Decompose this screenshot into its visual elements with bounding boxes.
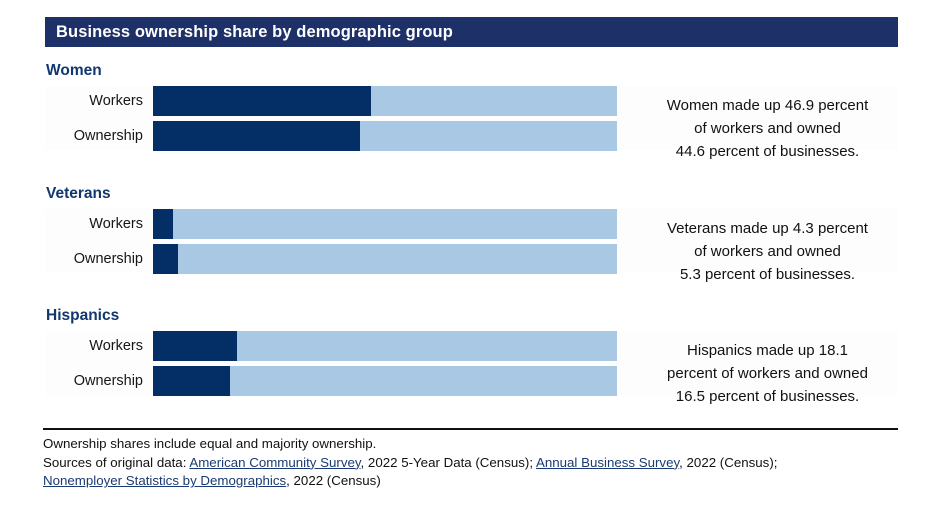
bar-track-women-workers <box>153 86 617 116</box>
bar-track-women-ownership <box>153 121 617 151</box>
row-label-ownership: Ownership <box>73 128 143 144</box>
source-link-abs[interactable]: Annual Business Survey <box>535 454 680 470</box>
source2-rest: , 2022 (Census); <box>679 454 778 470</box>
row-label-workers: Workers <box>89 216 143 232</box>
bar-fill-hispanics-workers <box>153 331 237 361</box>
row-label-ownership: Ownership <box>73 251 143 267</box>
source-link-nes-d[interactable]: Nonemployer Statistics by Demographics <box>43 473 287 488</box>
bar-fill-veterans-ownership <box>153 244 178 274</box>
bar-fill-women-ownership <box>153 121 360 151</box>
bar-fill-veterans-workers <box>153 209 173 239</box>
bar-row-hispanics-ownership: Ownership <box>45 366 898 396</box>
annotation-veterans: Veterans made up 4.3 percent of workers … <box>637 217 898 286</box>
footer-sources-line2: Nonemployer Statistics by Demographics, … <box>43 472 898 491</box>
group-body-women: Workers Ownership Women made up 46.9 per… <box>45 86 898 160</box>
row-label-workers: Workers <box>89 93 143 109</box>
annotation-hispanics: Hispanics made up 18.1 percent of worker… <box>637 339 898 408</box>
bar-row-women-ownership: Ownership <box>45 121 898 151</box>
source1-rest: , 2022 5-Year Data (Census); <box>360 454 536 470</box>
chart-title-bar: Business ownership share by demographic … <box>45 17 898 47</box>
annotation-veterans-line2: of workers and owned <box>694 243 841 260</box>
group-heading-veterans: Veterans <box>46 185 111 202</box>
bar-track-veterans-workers <box>153 209 617 239</box>
annotation-hispanics-line2: percent of workers and owned <box>667 365 868 382</box>
annotation-women-line2: of workers and owned <box>694 120 841 137</box>
footer-note: Ownership shares include equal and major… <box>43 436 377 451</box>
page-title: Business ownership share by demographic … <box>56 22 453 41</box>
bar-row-women-workers: Workers <box>45 86 898 116</box>
annotation-veterans-line1: Veterans made up 4.3 percent <box>667 220 868 237</box>
bar-row-veterans-ownership: Ownership <box>45 244 898 274</box>
annotation-women: Women made up 46.9 percent of workers an… <box>637 94 898 163</box>
group-heading-women: Women <box>46 62 102 79</box>
group-body-hispanics: Workers Ownership Hispanics made up 18.1… <box>45 331 898 405</box>
annotation-women-line1: Women made up 46.9 percent <box>666 97 869 114</box>
bar-fill-women-workers <box>153 86 371 116</box>
bar-fill-hispanics-ownership <box>153 366 230 396</box>
footer-divider <box>43 428 898 430</box>
bar-track-hispanics-workers <box>153 331 617 361</box>
annotation-veterans-line3: 5.3 percent of businesses. <box>679 266 856 283</box>
sources-prefix: Sources of original data: <box>43 454 190 470</box>
source3-rest: , 2022 (Census) <box>286 473 381 488</box>
bar-row-veterans-workers: Workers <box>45 209 898 239</box>
footer: Ownership shares include equal and major… <box>43 428 898 491</box>
row-label-ownership: Ownership <box>73 373 143 389</box>
bar-row-hispanics-workers: Workers <box>45 331 898 361</box>
annotation-hispanics-line1: Hispanics made up 18.1 <box>687 342 848 359</box>
bar-track-hispanics-ownership <box>153 366 617 396</box>
group-hispanics: Hispanics Workers Ownership Hispanics ma… <box>45 307 898 405</box>
group-body-veterans: Workers Ownership Veterans made up 4.3 p… <box>45 209 898 283</box>
footer-sources-line1: Sources of original data: American Commu… <box>43 454 898 473</box>
group-veterans: Veterans Workers Ownership Veterans made… <box>45 185 898 283</box>
group-heading-hispanics: Hispanics <box>46 307 120 324</box>
annotation-women-line3: 44.6 percent of businesses. <box>675 143 860 160</box>
source-link-acs[interactable]: American Community Survey <box>189 454 361 470</box>
row-label-workers: Workers <box>89 338 143 354</box>
group-women: Women Workers Ownership Women made up 46… <box>45 62 898 160</box>
annotation-hispanics-line3: 16.5 percent of businesses. <box>675 388 860 405</box>
bar-track-veterans-ownership <box>153 244 617 274</box>
